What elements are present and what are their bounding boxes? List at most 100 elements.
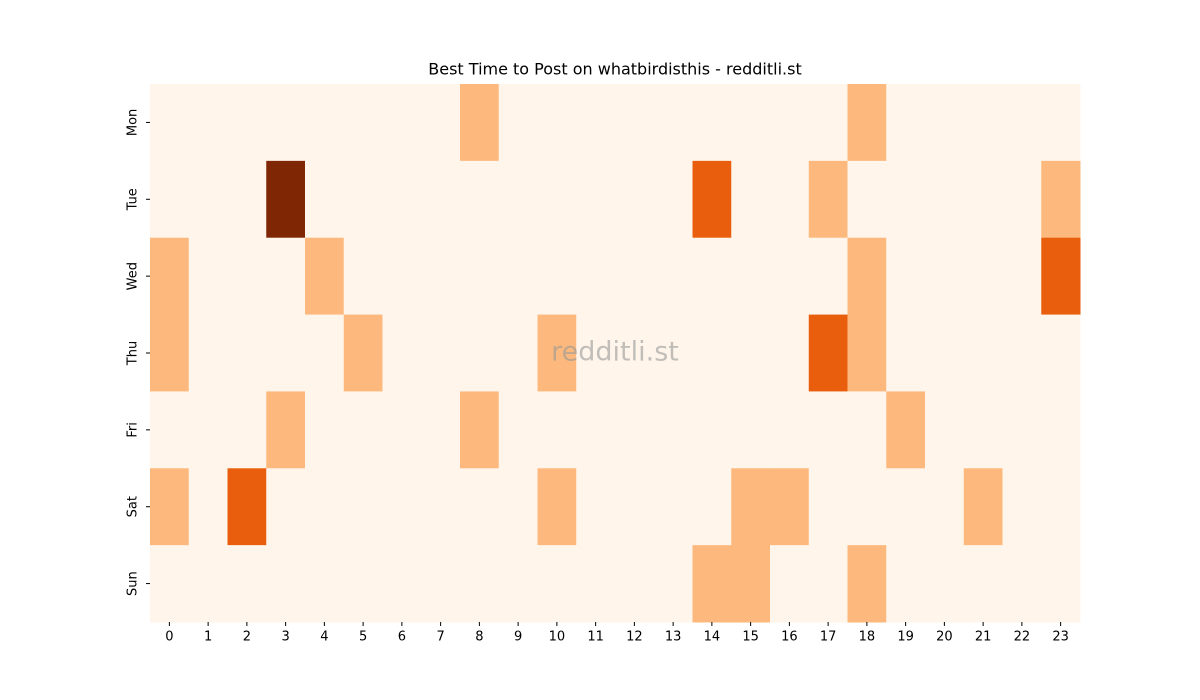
heatmap-cell — [537, 545, 577, 623]
x-tick-label: 14 — [704, 630, 721, 645]
heatmap-cell — [1002, 237, 1042, 316]
heatmap-cell — [692, 314, 732, 392]
heatmap-cell — [188, 468, 228, 546]
x-tick-label: 3 — [281, 630, 289, 645]
heatmap-cell — [1041, 545, 1081, 623]
heatmap-cell — [808, 468, 848, 546]
heatmap-cell — [925, 160, 965, 239]
heatmap-cell — [343, 545, 383, 623]
x-tick-label: 20 — [936, 630, 953, 645]
heatmap-cell — [188, 84, 228, 162]
x-tick-label: 16 — [781, 630, 798, 645]
heatmap-cell — [770, 84, 810, 162]
heatmap-cell — [615, 468, 655, 546]
heatmap-cell — [886, 160, 926, 239]
x-tick-label: 10 — [549, 630, 566, 645]
heatmap-cell — [188, 391, 228, 469]
heatmap-cell — [343, 160, 383, 239]
heatmap-cell — [576, 468, 616, 546]
heatmap-cell — [537, 468, 577, 546]
heatmap-cell — [382, 391, 422, 469]
heatmap-cell — [963, 545, 1003, 623]
heatmap-cell — [1041, 84, 1081, 162]
heatmap-cell — [382, 160, 422, 239]
heatmap-cell — [963, 391, 1003, 469]
heatmap-cell — [150, 84, 190, 162]
heatmap-cell — [615, 160, 655, 239]
x-tick-label: 6 — [398, 630, 406, 645]
heatmap-cell — [615, 84, 655, 162]
heatmap-cell — [537, 314, 577, 392]
heatmap-cell — [615, 391, 655, 469]
heatmap-cell — [537, 237, 577, 316]
heatmap-cell — [963, 237, 1003, 316]
heatmap-cell — [266, 160, 306, 239]
heatmap-cell — [653, 237, 693, 316]
x-tick-label: 5 — [359, 630, 367, 645]
heatmap-cell — [1002, 160, 1042, 239]
heatmap-cell — [808, 237, 848, 316]
heatmap-cell — [266, 468, 306, 546]
x-tick-label: 22 — [1014, 630, 1031, 645]
heatmap-cell — [925, 545, 965, 623]
heatmap-cell — [188, 314, 228, 392]
x-tick-label: 19 — [897, 630, 914, 645]
heatmap-cell — [382, 237, 422, 316]
x-tick-label: 15 — [742, 630, 759, 645]
heatmap-cell — [498, 160, 538, 239]
heatmap-cell — [808, 160, 848, 239]
heatmap-cell — [305, 468, 345, 546]
heatmap-cell — [498, 314, 538, 392]
heatmap-cell — [227, 314, 267, 392]
heatmap-cell — [498, 468, 538, 546]
heatmap-cell — [305, 545, 345, 623]
heatmap-cell — [886, 314, 926, 392]
heatmap-cell — [692, 84, 732, 162]
heatmap-cell — [731, 314, 771, 392]
heatmap-cell — [266, 237, 306, 316]
heatmap-cell — [188, 160, 228, 239]
y-tick-label: Sun — [126, 571, 141, 596]
heatmap-cell — [150, 160, 190, 239]
heatmap-cell — [150, 545, 190, 623]
heatmap-cell — [1041, 391, 1081, 469]
heatmap-cell — [847, 160, 887, 239]
x-tick-label: 12 — [626, 630, 643, 645]
chart-title: Best Time to Post on whatbirdisthis - re… — [428, 60, 801, 79]
x-tick-label: 18 — [859, 630, 876, 645]
heatmap-cell — [343, 391, 383, 469]
heatmap-cell — [847, 545, 887, 623]
heatmap-cell — [421, 391, 461, 469]
heatmap-cell — [808, 84, 848, 162]
heatmap-cell — [305, 237, 345, 316]
heatmap-cell — [886, 391, 926, 469]
heatmap-cell — [227, 391, 267, 469]
heatmap-cell — [460, 84, 500, 162]
heatmap-cell — [421, 468, 461, 546]
heatmap-cell — [1041, 468, 1081, 546]
heatmap-cell — [421, 545, 461, 623]
heatmap-cell — [1041, 237, 1081, 316]
heatmap-cell — [382, 314, 422, 392]
heatmap-cell — [615, 545, 655, 623]
heatmap-cell — [770, 314, 810, 392]
x-tick-label: 21 — [975, 630, 992, 645]
heatmap-cell — [576, 160, 616, 239]
heatmap-cell — [305, 314, 345, 392]
heatmap-cell — [498, 391, 538, 469]
heatmap-cell — [731, 84, 771, 162]
heatmap-cell — [305, 160, 345, 239]
heatmap-cell — [963, 84, 1003, 162]
heatmap-cell — [692, 160, 732, 239]
heatmap-cell — [460, 468, 500, 546]
heatmap-cell — [460, 545, 500, 623]
heatmap-cell — [963, 314, 1003, 392]
heatmap-cell — [731, 545, 771, 623]
heatmap-cell — [1002, 391, 1042, 469]
heatmap-cell — [537, 160, 577, 239]
heatmap-cell — [731, 237, 771, 316]
heatmap-cell — [808, 391, 848, 469]
heatmap-cell — [188, 545, 228, 623]
heatmap-cell — [1002, 84, 1042, 162]
x-tick-label: 4 — [320, 630, 328, 645]
